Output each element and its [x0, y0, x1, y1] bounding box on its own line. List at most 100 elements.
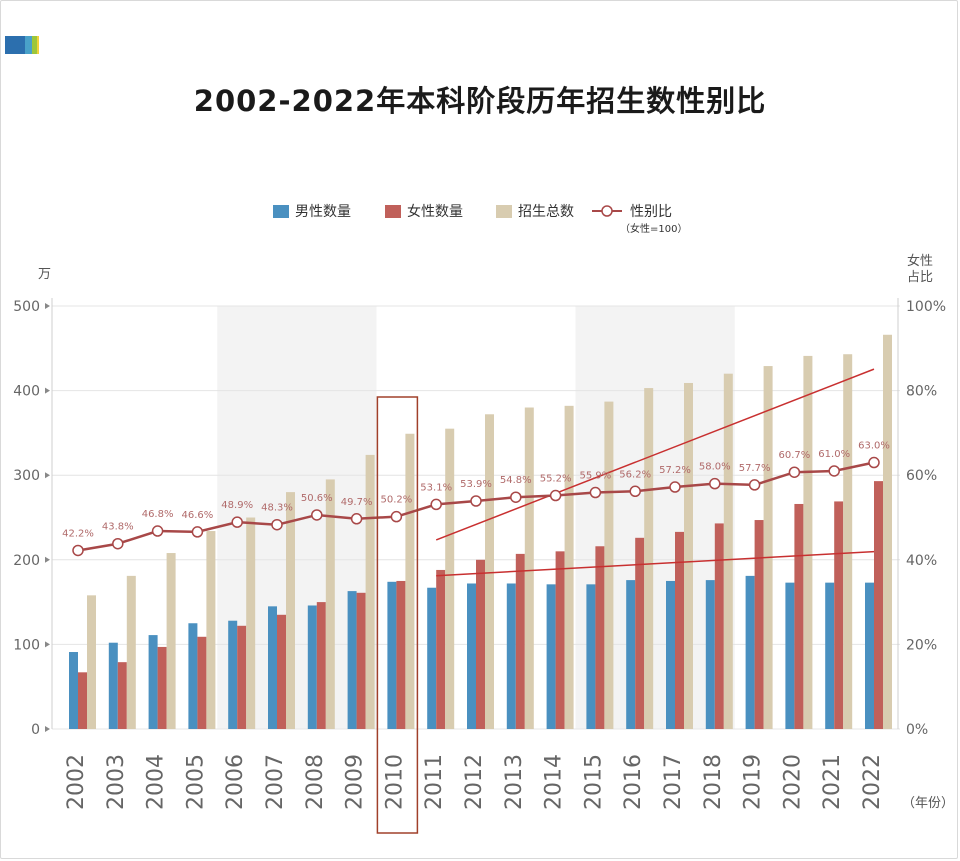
y2-tick-label: 60% — [906, 468, 937, 484]
ratio-data-label: 57.2% — [659, 465, 691, 476]
bar-total — [564, 405, 574, 729]
bar-female — [197, 636, 207, 729]
legend-label-ratio: 性别比 — [630, 204, 672, 220]
bar-total — [405, 433, 415, 729]
highlight-box — [376, 396, 419, 834]
y-tick-marker — [45, 556, 50, 563]
x-axis-unit: （年份） — [902, 796, 955, 811]
bar-total — [445, 428, 455, 729]
bar-female — [675, 531, 684, 729]
ratio-data-label: 48.3% — [261, 503, 293, 514]
bar-female — [515, 553, 525, 729]
y-tick-marker — [45, 641, 50, 648]
bar-female — [794, 503, 804, 729]
y2-tick-label: 20% — [906, 637, 937, 653]
x-tick-label: 2016 — [621, 754, 646, 810]
ratio-data-label: 49.7% — [341, 497, 373, 508]
x-tick-label: 2004 — [144, 754, 169, 810]
bar-male — [387, 581, 397, 729]
bar-total — [485, 414, 494, 729]
y-tick-label: 500 — [13, 299, 40, 315]
bar-male — [467, 583, 476, 729]
x-tick-label: 2012 — [462, 754, 487, 810]
x-tick-label: 2010 — [382, 754, 407, 810]
y2-tick-label: 80% — [906, 384, 937, 400]
bar-female — [555, 551, 565, 729]
bar-male — [586, 584, 596, 729]
legend-label-male: 男性数量 — [295, 204, 351, 220]
ratio-data-label: 58.0% — [699, 462, 731, 473]
y-tick-marker — [45, 303, 50, 309]
bar-male — [705, 580, 715, 729]
bar-female — [117, 662, 127, 729]
bar-female — [476, 559, 485, 729]
ratio-marker — [709, 477, 721, 490]
bar-total — [524, 407, 534, 729]
trend-line-rising — [435, 368, 875, 541]
bar-female — [436, 569, 446, 729]
ratio-marker — [271, 518, 283, 531]
y-tick-marker — [45, 726, 50, 732]
ratio-marker — [231, 516, 243, 528]
ratio-data-label: 54.8% — [500, 475, 532, 486]
ratio-data-label: 55.2% — [540, 474, 572, 485]
legend-swatch-ratio-marker — [601, 205, 613, 217]
bar-female — [157, 646, 167, 729]
ratio-marker — [430, 498, 442, 511]
ratio-data-label: 46.6% — [182, 510, 214, 521]
bar-total — [644, 388, 654, 729]
ratio-marker — [311, 509, 323, 521]
y-tick-marker — [45, 387, 50, 394]
bar-female — [237, 625, 247, 729]
bar-male — [506, 583, 516, 729]
bar-male — [825, 582, 835, 729]
ratio-data-label: 50.6% — [301, 493, 333, 504]
bar-male — [307, 605, 317, 729]
bar-female — [277, 614, 286, 729]
ratio-marker — [470, 495, 482, 507]
ratio-data-label: 53.1% — [420, 482, 452, 493]
y2-tick-label: 0% — [906, 722, 928, 738]
bar-male — [626, 580, 636, 729]
ratio-data-label: 43.8% — [102, 522, 134, 533]
x-tick-label: 2014 — [542, 754, 567, 810]
chart-title: 2002-2022年本科阶段历年招生数性别比 — [193, 84, 767, 118]
legend-swatch-female — [385, 205, 401, 218]
ratio-data-label: 50.2% — [381, 495, 413, 506]
bar-female — [754, 520, 764, 729]
bar-total — [206, 531, 216, 729]
ratio-marker — [112, 537, 124, 550]
x-tick-label: 2015 — [581, 754, 606, 810]
x-tick-label: 2020 — [780, 754, 805, 810]
legend-swatch-total — [496, 205, 512, 218]
ratio-data-label: 53.9% — [460, 479, 492, 490]
ratio-data-label: 61.0% — [818, 449, 850, 460]
bar-female — [316, 602, 326, 729]
legend-swatch-male — [273, 205, 289, 218]
bar-male — [268, 606, 277, 729]
bar-total — [604, 401, 614, 729]
x-tick-label: 2007 — [263, 754, 288, 810]
ratio-marker — [788, 466, 801, 478]
ratio-marker — [629, 485, 641, 498]
bar-total — [286, 492, 295, 729]
x-tick-label: 2008 — [303, 754, 328, 810]
y-tick-marker — [45, 472, 50, 479]
x-tick-label: 2011 — [422, 754, 447, 810]
bar-total — [684, 382, 693, 729]
legend-label-female: 女性数量 — [407, 203, 463, 220]
bar-total — [803, 355, 813, 729]
x-tick-label: 2017 — [661, 754, 686, 810]
legend-ratio-note: （女性=100） — [620, 224, 688, 235]
x-tick-label: 2002 — [64, 754, 89, 810]
left-axis-unit: 万 — [38, 267, 52, 282]
bar-total — [325, 479, 335, 729]
bar-male — [666, 580, 675, 729]
ratio-data-label: 57.7% — [739, 463, 771, 474]
legend-label-total: 招生总数 — [518, 204, 574, 220]
y2-tick-label: 40% — [906, 553, 937, 569]
bar-total — [883, 334, 892, 729]
ratio-marker — [510, 491, 522, 503]
